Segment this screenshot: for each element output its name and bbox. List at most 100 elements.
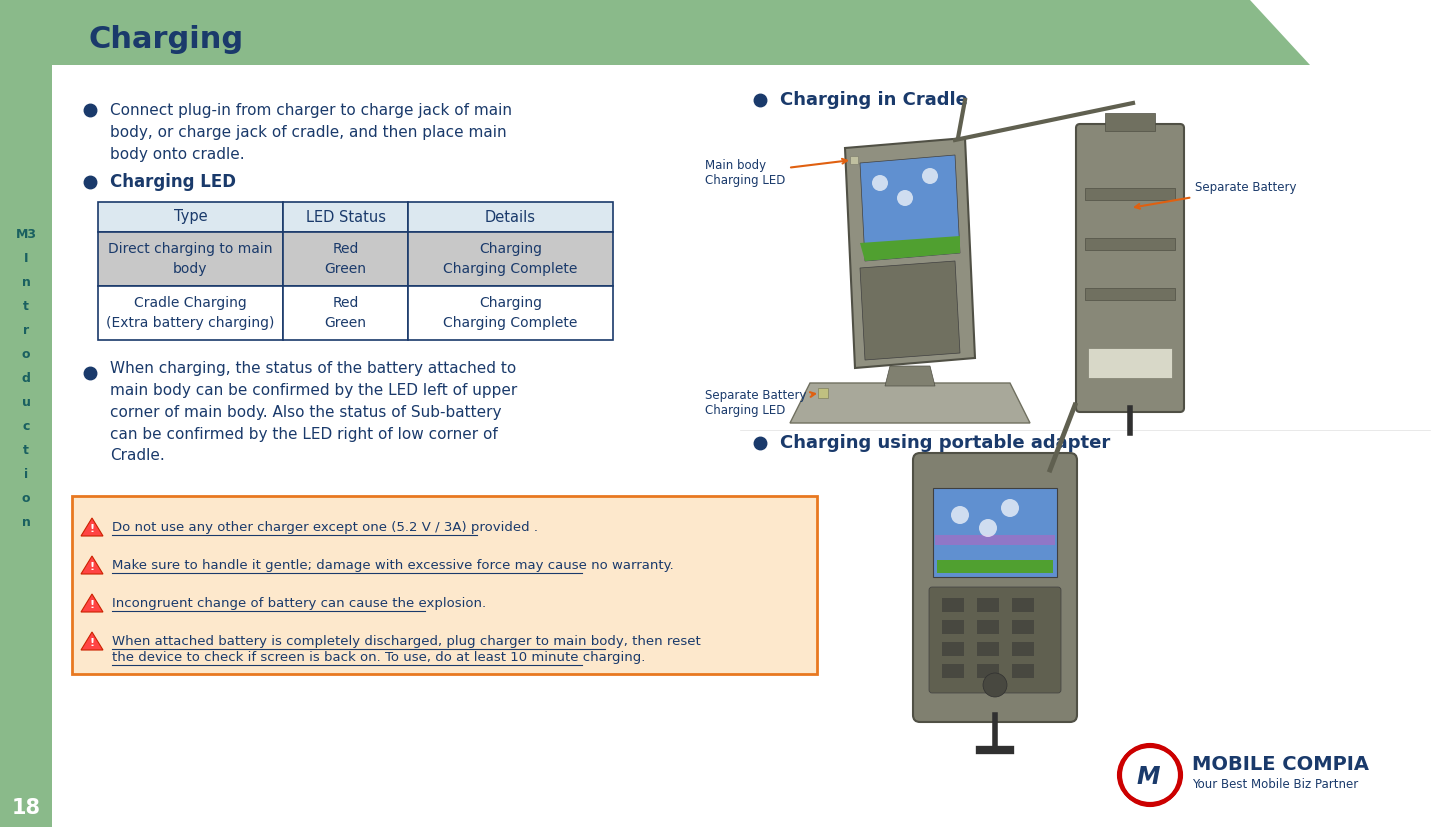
Text: Your Best Mobile Biz Partner: Your Best Mobile Biz Partner xyxy=(1192,778,1358,791)
Text: d: d xyxy=(22,372,30,385)
Bar xyxy=(1105,113,1154,131)
Bar xyxy=(1085,188,1175,200)
Bar xyxy=(408,232,613,286)
Bar xyxy=(0,0,52,827)
FancyBboxPatch shape xyxy=(934,488,1057,577)
Bar xyxy=(408,286,613,340)
Text: Charging using portable adapter: Charging using portable adapter xyxy=(780,434,1111,452)
FancyBboxPatch shape xyxy=(46,58,1448,826)
Text: Red
Green: Red Green xyxy=(324,241,366,276)
Circle shape xyxy=(983,673,1008,697)
Text: M: M xyxy=(1137,765,1160,789)
Text: o: o xyxy=(22,493,30,505)
Text: LED Status: LED Status xyxy=(305,209,385,224)
Text: Charging
Charging Complete: Charging Charging Complete xyxy=(443,296,578,330)
FancyBboxPatch shape xyxy=(929,587,1061,693)
Text: Charging LED: Charging LED xyxy=(110,173,237,191)
Text: !: ! xyxy=(90,524,94,534)
Circle shape xyxy=(873,175,889,191)
FancyBboxPatch shape xyxy=(1076,124,1183,412)
Text: M3: M3 xyxy=(16,228,36,241)
Text: t: t xyxy=(23,444,29,457)
Bar xyxy=(942,620,964,634)
Bar xyxy=(942,664,964,678)
Text: MOBILE COMPIA: MOBILE COMPIA xyxy=(1192,756,1369,775)
Text: main body can be confirmed by the LED left of upper: main body can be confirmed by the LED le… xyxy=(110,383,517,398)
Bar xyxy=(1012,598,1034,612)
Bar xyxy=(1088,348,1172,378)
Circle shape xyxy=(1119,745,1180,805)
Text: r: r xyxy=(23,324,29,337)
Bar xyxy=(283,202,408,232)
Text: !: ! xyxy=(90,562,94,572)
Text: c: c xyxy=(22,420,29,433)
Text: Do not use any other charger except one (5.2 V / 3A) provided .: Do not use any other charger except one … xyxy=(112,520,539,533)
Text: Red
Green: Red Green xyxy=(324,296,366,330)
Polygon shape xyxy=(886,366,935,386)
Text: Separate Battery: Separate Battery xyxy=(1135,181,1297,208)
Circle shape xyxy=(922,168,938,184)
Polygon shape xyxy=(860,236,960,261)
Bar xyxy=(977,642,999,656)
Text: Separate Battery
Charging LED: Separate Battery Charging LED xyxy=(706,389,815,417)
Text: 18: 18 xyxy=(12,798,41,818)
Text: Charging in Cradle: Charging in Cradle xyxy=(780,91,968,109)
Bar xyxy=(1012,620,1034,634)
Text: When attached battery is completely discharged, plug charger to main body, then : When attached battery is completely disc… xyxy=(112,634,701,648)
Bar xyxy=(1085,288,1175,300)
Bar xyxy=(1012,642,1034,656)
Bar xyxy=(97,232,283,286)
Bar xyxy=(942,598,964,612)
Bar xyxy=(97,202,283,232)
Text: Charging
Charging Complete: Charging Charging Complete xyxy=(443,241,578,276)
Text: t: t xyxy=(23,300,29,313)
Text: I: I xyxy=(23,252,28,265)
Bar xyxy=(73,496,817,674)
Polygon shape xyxy=(860,261,960,360)
Polygon shape xyxy=(845,138,974,368)
Circle shape xyxy=(979,519,998,537)
Text: Direct charging to main
body: Direct charging to main body xyxy=(109,241,273,276)
Text: When charging, the status of the battery attached to: When charging, the status of the battery… xyxy=(110,361,517,375)
Bar xyxy=(1085,238,1175,250)
Text: Connect plug-in from charger to charge jack of main: Connect plug-in from charger to charge j… xyxy=(110,103,513,117)
Circle shape xyxy=(951,506,968,524)
Bar xyxy=(283,286,408,340)
Bar xyxy=(408,202,613,232)
Text: the device to check if screen is back on. To use, do at least 10 minute charging: the device to check if screen is back on… xyxy=(112,651,645,663)
Text: Details: Details xyxy=(485,209,536,224)
Bar xyxy=(97,286,283,340)
Bar xyxy=(283,232,408,286)
Text: can be confirmed by the LED right of low corner of: can be confirmed by the LED right of low… xyxy=(110,427,498,442)
Circle shape xyxy=(1000,499,1019,517)
Bar xyxy=(935,535,1056,545)
Text: o: o xyxy=(22,348,30,361)
Bar xyxy=(817,388,828,398)
Bar xyxy=(977,598,999,612)
Text: i: i xyxy=(23,469,28,481)
Text: n: n xyxy=(22,517,30,529)
Text: u: u xyxy=(22,396,30,409)
Bar xyxy=(1012,664,1034,678)
Text: !: ! xyxy=(90,638,94,648)
Text: corner of main body. Also the status of Sub-battery: corner of main body. Also the status of … xyxy=(110,404,501,419)
Text: body onto cradle.: body onto cradle. xyxy=(110,146,244,161)
Text: n: n xyxy=(22,276,30,289)
Text: Incongruent change of battery can cause the explosion.: Incongruent change of battery can cause … xyxy=(112,596,486,609)
Bar xyxy=(977,620,999,634)
Polygon shape xyxy=(81,632,103,650)
Text: Cradle Charging
(Extra battery charging): Cradle Charging (Extra battery charging) xyxy=(106,296,274,330)
Bar xyxy=(942,642,964,656)
Polygon shape xyxy=(860,155,960,261)
Text: Make sure to handle it gentle; damage with excessive force may cause no warranty: Make sure to handle it gentle; damage wi… xyxy=(112,558,674,571)
Text: body, or charge jack of cradle, and then place main: body, or charge jack of cradle, and then… xyxy=(110,125,507,140)
Text: Main body
Charging LED: Main body Charging LED xyxy=(706,159,847,187)
Polygon shape xyxy=(790,383,1029,423)
Circle shape xyxy=(897,190,913,206)
Text: Charging: Charging xyxy=(89,26,242,55)
Bar xyxy=(977,664,999,678)
Text: Type: Type xyxy=(174,209,208,224)
FancyBboxPatch shape xyxy=(913,453,1077,722)
Polygon shape xyxy=(81,518,103,536)
Polygon shape xyxy=(52,0,1310,65)
